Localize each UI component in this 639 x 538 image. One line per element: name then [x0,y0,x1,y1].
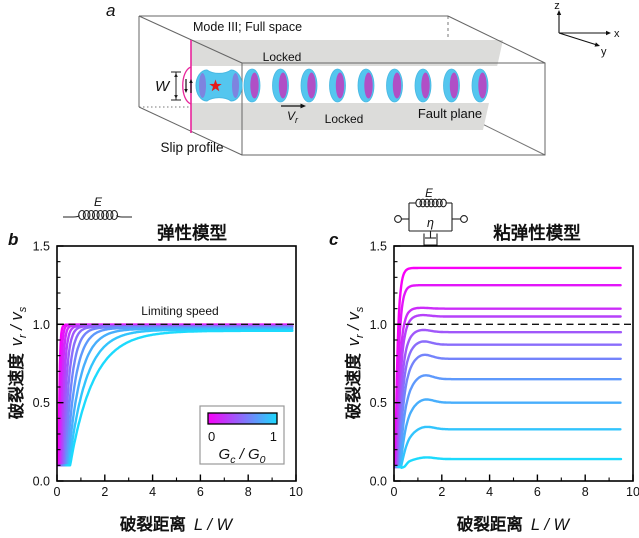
x-tick-label: 8 [245,485,252,499]
panel-b-xlabel: 破裂距离 L / W [120,514,234,534]
axis-x-label: x [614,28,620,40]
slip-patch-inner [250,72,259,99]
panel-a-label: a [106,1,115,20]
panel-b-ylabel: 破裂速度vr / vs [6,306,29,419]
slip-patch-inner [421,72,430,99]
curve-gc-1 [397,456,623,469]
locked-bottom-label: Locked [325,112,364,126]
curve-gc-1 [66,329,294,467]
y-tick-label: 1.5 [370,240,387,254]
fault-plane-label: Fault plane [418,106,482,121]
curve-gc-0.1 [393,284,622,469]
y-tick-label: 1.5 [33,240,50,254]
panel-c-ylabel: 破裂速度vr / vs [343,306,366,419]
panel-a-diagram: z x y a Mode III; Full space Locked Lock… [106,0,620,156]
panel-c-chart: E η 粘弹性模型 c 0 2 4 6 8 10 0.0 0.5 1.0 1.5 破裂速度vr /… [329,188,639,534]
slip-patch-inner [364,72,373,99]
viscosity-label: η [427,216,434,230]
hypocenter-star-icon [209,79,222,92]
y-tick-label: 1.0 [370,318,387,332]
vr-label: Vr [287,109,299,125]
curve-gc-0.6 [395,353,622,469]
nucleation-patch [195,69,243,102]
panel-b-axes: 0 2 4 6 8 100.00.51.01.5 [33,240,303,500]
panel-c-label: c [329,230,339,249]
locked-band-top [191,40,503,66]
slip-profile-label: Slip profile [160,140,223,155]
box-wireframe [138,15,546,156]
panel-b-label: b [8,230,18,249]
locked-band-bottom [191,103,489,130]
y-tick-label: 1.0 [33,318,50,332]
curve-gc-0.2 [393,306,622,469]
x-tick-label: 4 [486,485,493,499]
limiting-speed-label: Limiting speed [141,304,218,318]
panel-b-chart: E 弹性模型 b Limiting speed 0 2 4 6 8 100.00.51.0… [6,195,303,534]
gc-colorbar [207,412,278,425]
x-tick-label: 4 [149,485,156,499]
x-tick-label: 0 [54,485,61,499]
locked-top-label: Locked [263,50,302,64]
y-tick-label: 0.0 [33,475,50,489]
panel-c-curves [393,266,623,469]
panel-c-axes: 0 2 4 6 8 10 0.0 0.5 1.0 1.5 [370,240,639,500]
axis-y-label: y [601,46,607,58]
slip-direction-arrows [184,79,193,93]
kelvin-voigt-icon [394,198,468,246]
width-label: W [155,78,171,95]
curve-gc-0.9 [397,425,622,469]
spring-modulus-label: E [94,195,103,209]
slip-profile-arc [182,66,192,105]
panel-c-plot-border [393,245,634,482]
spring-modulus-label: E [425,188,433,200]
panel-c-title: 粘弹性模型 [493,223,581,243]
legend-quantity-label: Gc / G0 [219,446,266,466]
slip-patch-inner [307,72,316,99]
panel-b-title: 弹性模型 [157,223,227,243]
mode-label: Mode III; Full space [193,20,302,34]
rupture-velocity-arrow [281,103,306,109]
curve-gc-0.7 [395,374,622,469]
x-tick-label: 0 [391,485,398,499]
curve-gc-0.4 [393,328,623,469]
width-dimension [171,71,181,101]
curve-gc-0 [393,266,622,469]
y-tick-label: 0.5 [33,396,50,410]
axes-triad [556,10,611,47]
legend-max-label: 1 [270,429,277,444]
slip-patches [243,68,489,103]
panel-c-xlabel: 破裂距离 L / W [457,514,571,534]
spring-icon [63,209,132,221]
x-tick-label: 2 [438,485,445,499]
x-tick-label: 6 [197,485,204,499]
panel-b-legend: 0 1 Gc / G0 [199,405,285,466]
y-tick-label: 0.0 [370,475,387,489]
slip-patch-inner [392,72,402,99]
x-tick-label: 8 [582,485,589,499]
x-tick-label: 10 [626,485,639,499]
axis-z-label: z [554,0,560,12]
y-tick-label: 0.5 [370,396,387,410]
curve-gc-0.3 [393,313,622,469]
x-tick-label: 6 [534,485,541,499]
x-tick-label: 10 [289,485,303,499]
slip-patch-inner [449,72,459,99]
slip-patch-inner [278,72,288,99]
x-tick-label: 2 [101,485,108,499]
curve-gc-0.8 [396,398,622,469]
slip-patch-inner [335,72,345,99]
legend-min-label: 0 [208,429,215,444]
slip-patch-inner [478,72,487,99]
curve-gc-0.5 [394,340,622,469]
